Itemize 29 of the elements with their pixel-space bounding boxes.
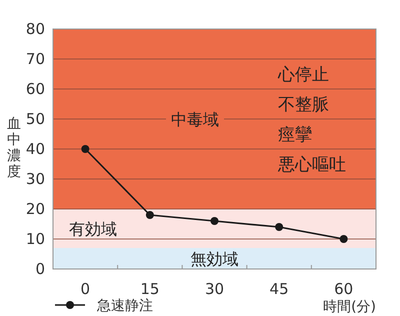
point	[340, 235, 348, 243]
y-tick-label: 70	[26, 50, 45, 68]
point	[81, 145, 90, 153]
y-tick-label: 60	[26, 80, 45, 98]
annotation: 痙攣	[278, 125, 312, 145]
band-label: 有効域	[69, 220, 117, 238]
y-tick-label: 50	[26, 110, 45, 128]
y-tick-label: 0	[35, 260, 45, 278]
legend-label: 急速静注	[96, 298, 153, 314]
band-label: 無効域	[190, 250, 238, 268]
x-tick-label: 15	[140, 280, 160, 298]
y-tick-label: 20	[26, 200, 45, 218]
x-axis-title: 時間(分)	[323, 299, 376, 315]
point	[146, 211, 154, 219]
point	[275, 223, 284, 231]
y-tick-label: 80	[26, 20, 45, 38]
x-tick-label: 0	[80, 280, 90, 298]
annotation: 不整脈	[278, 95, 329, 115]
x-tick-label: 60	[334, 280, 354, 298]
point	[210, 217, 218, 225]
band-label: 中毒域	[171, 110, 219, 129]
y-axis-title: 血中濃度	[7, 116, 21, 180]
annotation: 悪心嘔吐	[277, 155, 346, 175]
y-tick-label: 10	[26, 230, 45, 248]
annotation: 心停止	[277, 65, 329, 85]
y-tick-label: 40	[26, 140, 45, 158]
x-tick-label: 30	[204, 280, 224, 298]
x-tick-label: 45	[270, 280, 289, 298]
y-tick-label: 30	[26, 170, 45, 188]
